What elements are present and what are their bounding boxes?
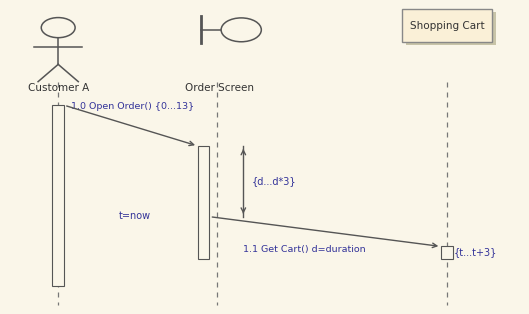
Bar	[52, 105, 64, 286]
Text: 1.0 Open Order() {0...13}: 1.0 Open Order() {0...13}	[71, 102, 195, 111]
Bar	[402, 9, 492, 42]
Text: Shopping Cart: Shopping Cart	[409, 21, 485, 31]
Circle shape	[221, 18, 261, 42]
Text: t=now: t=now	[118, 211, 151, 221]
Text: Customer A: Customer A	[28, 83, 89, 93]
Circle shape	[41, 18, 75, 38]
Text: {t...t+3}: {t...t+3}	[454, 247, 497, 257]
Bar	[406, 12, 496, 45]
Text: 1.1 Get Cart() d=duration: 1.1 Get Cart() d=duration	[243, 245, 366, 254]
Text: Order Screen: Order Screen	[185, 83, 254, 93]
Text: {d...d*3}: {d...d*3}	[251, 176, 296, 187]
Bar	[198, 146, 209, 259]
Bar	[441, 246, 453, 259]
